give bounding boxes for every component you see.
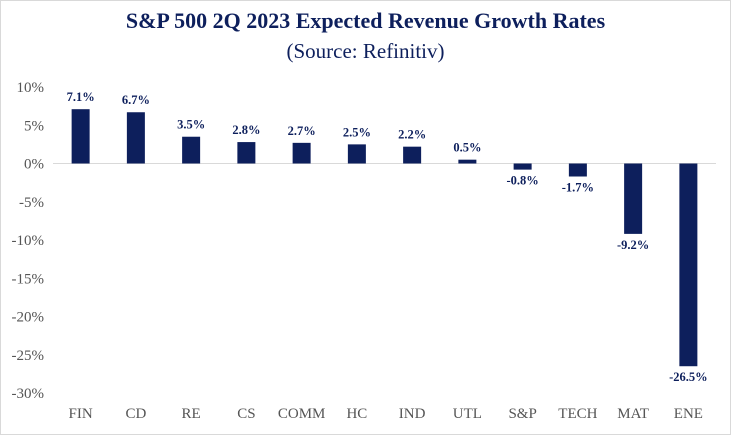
data-label: 3.5% — [177, 118, 205, 132]
data-label: 2.2% — [398, 128, 426, 142]
x-tick-label: UTL — [453, 406, 482, 422]
x-tick-label: ENE — [674, 406, 703, 422]
x-tick-label: HC — [346, 406, 367, 422]
bar — [292, 142, 311, 164]
bar — [347, 144, 366, 164]
x-tick-label: CD — [125, 406, 146, 422]
y-tick-label: 10% — [17, 80, 45, 96]
bar — [458, 159, 477, 164]
chart-subtitle: (Source: Refinitiv) — [286, 39, 445, 63]
x-tick-label: COMM — [278, 406, 326, 422]
data-label: 2.8% — [232, 123, 260, 137]
x-tick-label: MAT — [617, 406, 649, 422]
bar — [679, 163, 698, 367]
chart-title: S&P 500 2Q 2023 Expected Revenue Growth … — [125, 8, 606, 33]
y-tick-label: -20% — [12, 310, 45, 326]
bar — [182, 136, 201, 164]
y-tick-label: 5% — [24, 118, 44, 134]
x-tick-label: IND — [399, 406, 426, 422]
x-tick-label: FIN — [69, 406, 93, 422]
data-label: 0.5% — [453, 141, 481, 155]
bar — [513, 163, 532, 170]
bar — [568, 163, 587, 177]
x-tick-label: CS — [237, 406, 255, 422]
bar — [624, 163, 643, 234]
x-tick-label: S&P — [508, 406, 536, 422]
y-tick-label: -5% — [19, 195, 44, 211]
bar — [237, 142, 256, 164]
y-tick-label: -30% — [12, 386, 45, 402]
data-label: -26.5% — [669, 370, 708, 384]
bar — [126, 112, 145, 164]
data-label: 7.1% — [67, 90, 95, 104]
data-label: 2.7% — [288, 124, 316, 138]
data-label: -9.2% — [617, 238, 649, 252]
x-tick-label: TECH — [558, 406, 597, 422]
data-label: -1.7% — [562, 181, 594, 195]
y-tick-label: -15% — [12, 271, 45, 287]
bar — [403, 146, 422, 164]
y-tick-label: -10% — [12, 233, 45, 249]
bar — [71, 109, 90, 164]
data-label: -0.8% — [506, 174, 538, 188]
y-tick-label: 0% — [24, 157, 44, 173]
x-tick-label: RE — [182, 406, 201, 422]
data-label: 6.7% — [122, 93, 150, 107]
data-label: 2.5% — [343, 125, 371, 139]
y-tick-label: -25% — [12, 348, 45, 364]
